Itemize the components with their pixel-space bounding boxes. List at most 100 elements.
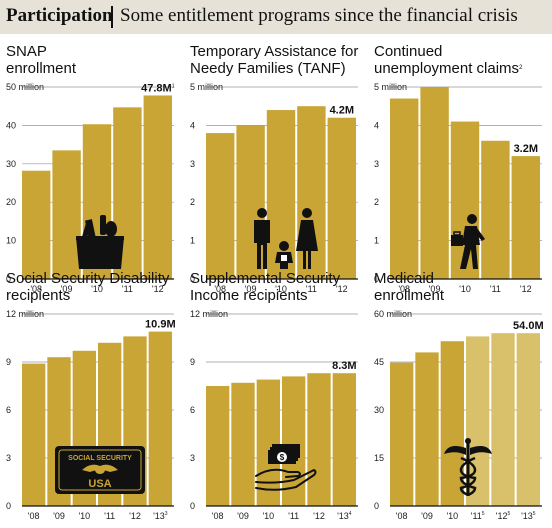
x-tick-label: '08 [30,284,42,294]
x-tick-label: '11 [288,511,299,521]
x-tick-label: '12 [520,284,532,294]
footnote-marker: 5 [482,511,485,517]
x-tick-label: '12 [129,511,141,521]
y-tick-label: 2 [190,197,195,207]
y-tick-label: 30 [6,159,16,169]
data-label: 8.3M [332,360,356,372]
y-tick-label: 45 [374,357,384,367]
data-label: 3.2M [514,143,538,155]
bar [307,373,331,506]
x-tick-label: '09 [237,511,249,521]
x-tick-label: '10 [78,511,90,521]
y-tick-label: 9 [6,357,11,367]
footnote-marker: 1 [172,83,175,89]
panel-title: Supplemental Security Income recipients [190,270,370,304]
social-security-card-icon: SOCIAL SECURITY USA [55,446,145,494]
x-tick-label: '08 [396,511,408,521]
panel-title-line: SNAP [6,43,47,60]
chart-medicaid: 0 15 30 45 60 million '08 '09 '10 '115 '125 '135 54… [374,309,544,521]
x-tick-label: '115 [471,511,485,521]
x-tick-label: '11 [490,284,501,294]
card-title: SOCIAL SECURITY [68,455,132,462]
x-tick-label: '12 [336,284,348,294]
footnote-marker: 5 [507,511,510,517]
money-hand-icon: $ [255,444,317,491]
dollar-sign: $ [280,453,285,462]
panel-title-line: unemployment claims2 [374,60,523,77]
x-tick-label: '125 [496,511,511,521]
header: Participation Some entitlement programs … [0,0,552,34]
panel-title-line: Supplemental Security [190,270,341,287]
panel-title-line: Social Security Disability [6,270,170,287]
footnote-marker: 5 [533,511,536,517]
bar [297,106,326,279]
x-tick-label: '10 [91,284,103,294]
chart-ssdi: 0 3 6 9 12 million '08 '09 '10 '11 '12 '133 10.9M SO… [6,309,176,521]
chart-snap: 0 10 20 30 40 50 million '08 '09 '10 '11 '12 47.8M1 [6,82,175,294]
grocery-bag-icon [76,215,124,269]
x-tick-label: '11 [306,284,317,294]
x-tick-label: '09 [429,284,441,294]
bar [266,110,296,279]
x-tick-label: '09 [53,511,65,521]
y-tick-label: 30 [374,405,384,415]
x-tick-label: '08 [214,284,226,294]
y-tick-label: 1 [190,236,195,246]
y-tick-label: 4 [374,120,379,130]
footnote-marker: 2 [519,65,523,71]
panel-title: Continued unemployment claims2 [374,43,552,77]
x-tick-label: '11 [104,511,115,521]
y-tick-label: 0 [190,274,195,284]
y-tick-label: 3 [190,453,195,463]
x-tick-label: '10 [262,511,274,521]
y-tick-label: 0 [6,501,11,511]
bar [143,95,172,279]
chart-tanf: 0 1 2 3 4 5 million '08 '09 '10 '11 '12 4.2M [190,82,358,294]
title-separator [111,6,113,28]
panel-title: Social Security Disability recipients [6,270,186,304]
x-tick-label: '09 [245,284,257,294]
walking-man-briefcase-icon [451,214,485,269]
x-tick-label: '10 [446,511,458,521]
data-label: 47.8M1 [141,82,175,94]
y-tick-label: 9 [190,357,195,367]
chart-unemployment: 0 1 2 3 4 5 million '08 '09 '10 '11 '12 3.2M [374,82,542,294]
bar [206,386,230,506]
panel-title-line: Continued [374,43,443,60]
bar [516,333,540,506]
data-label: 54.0M [513,320,544,332]
bar [481,140,510,279]
panel-title-line: enrollment [6,60,77,77]
panel-title: SNAP enrollment [6,43,186,77]
panel-snap: SNAP enrollment 0 10 20 30 40 50 million '08 '0… [6,43,186,294]
panel-title-line: Needy Families (TANF) [190,60,346,77]
footnote-marker: 4 [349,511,352,517]
panel-unemployment: Continued unemployment claims2 0 1 2 3 4 5 mi… [374,43,552,294]
bar [206,133,235,279]
bar [491,333,515,506]
y-tick-label: 6 [6,405,11,415]
data-label: 4.2M [330,105,354,117]
y-tick-label: 2 [374,197,379,207]
y-tick-label: 4 [190,120,195,130]
x-tick-label: '09 [61,284,73,294]
bar [511,156,540,279]
bar [420,87,449,279]
y-tick-label: 0 [374,501,379,511]
panel-ssdi: Social Security Disability recipients 0 3… [6,270,186,521]
bar [22,170,51,279]
bar [415,352,439,506]
panel-tanf: Temporary Assistance for Needy Families … [190,43,370,294]
panel-title-line: Temporary Assistance for [190,43,359,60]
bar [327,117,356,279]
y-tick-label: 20 [6,197,16,207]
x-tick-label: '08 [212,511,224,521]
panel-title: Medicaid enrollment [374,270,552,304]
y-tick-label: 40 [6,120,16,130]
y-tick-label: 0 [6,274,11,284]
y-tick-label: 50 million [6,82,44,92]
panel-title-line: Income recipients [190,287,308,304]
x-tick-label: '133 [153,511,168,521]
x-tick-label: '11 [122,284,133,294]
y-tick-label: 12 million [190,309,228,319]
